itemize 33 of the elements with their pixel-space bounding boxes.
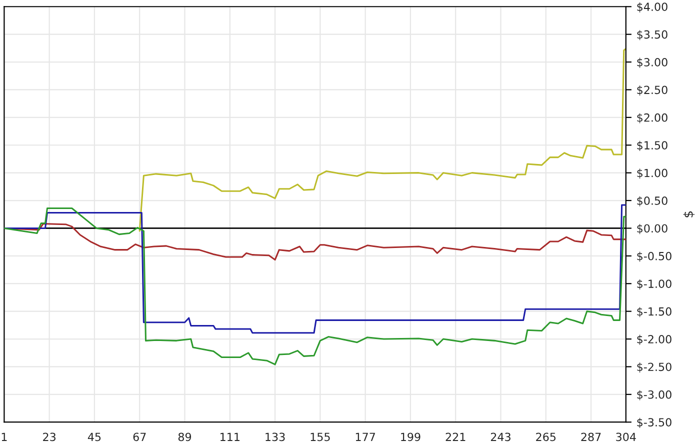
x-tick-label: 199 [401, 432, 420, 442]
y-tick-label: $1.00 [637, 168, 668, 179]
x-tick-label: 1 [2, 432, 7, 441]
x-tick-label: 45 [88, 432, 101, 442]
x-tick-label: 89 [178, 432, 192, 442]
y-tick-label: $-1.50 [637, 307, 672, 318]
y-tick-label: $0.00 [637, 224, 668, 234]
x-tick-label: 23 [43, 432, 56, 442]
x-tick-label: 243 [490, 432, 510, 442]
y-tick-label: $3.00 [637, 58, 668, 68]
y-tick-label: $4.00 [637, 2, 668, 12]
x-tick-label: 133 [266, 432, 285, 442]
y-tick-label: $1.50 [637, 140, 668, 151]
y-tick-label: $-3.50 [637, 418, 672, 428]
y-tick-label: $2.50 [637, 86, 668, 96]
y-tick-label: $-0.50 [637, 252, 672, 262]
x-tick-label: 155 [310, 432, 330, 442]
y-tick-label: $-3.00 [637, 390, 672, 400]
x-tick-label: 67 [133, 432, 146, 442]
x-tick-label: 221 [446, 432, 466, 441]
x-tick-label: 111 [220, 432, 240, 441]
y-axis-title: $ [683, 211, 695, 218]
x-tick-label: 177 [356, 432, 375, 441]
y-tick-label: $-2.00 [637, 334, 672, 345]
x-tick-label: 287 [581, 432, 601, 442]
y-tick-label: $0.50 [637, 196, 668, 206]
x-tick-label: 304 [616, 432, 636, 442]
y-tick-label: $2.00 [637, 113, 668, 124]
x-tick-label: 265 [536, 432, 556, 442]
line-series [138, 48, 626, 232]
y-tick-label: $3.50 [637, 30, 668, 40]
y-tick-label: $-1.00 [637, 279, 672, 290]
y-tick-label: $-2.50 [637, 362, 672, 373]
